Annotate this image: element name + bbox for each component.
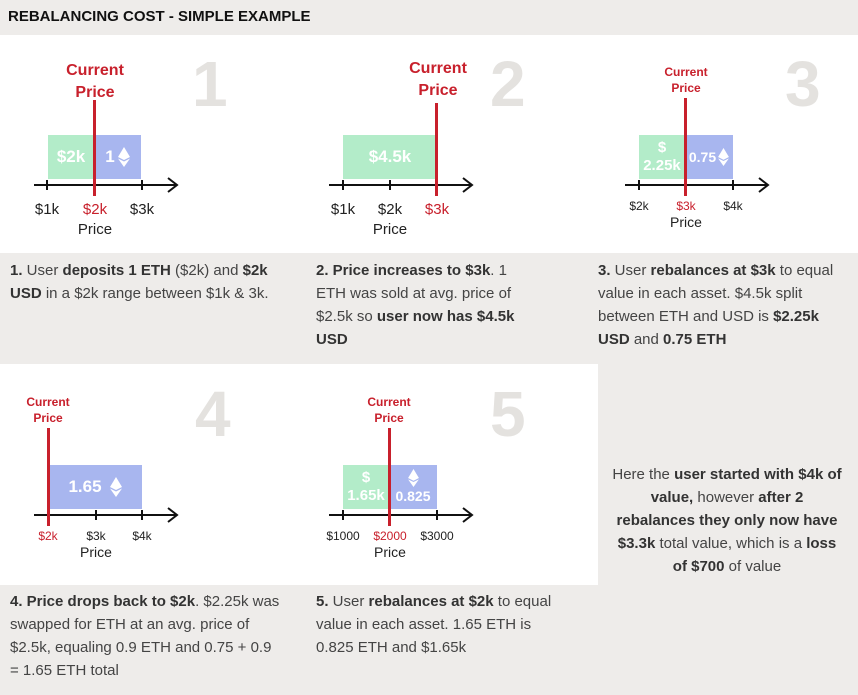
current-price-label-3: Current Price — [664, 65, 708, 96]
tick-label: $4k — [132, 529, 152, 543]
current-price-label-2: Current Price — [409, 60, 467, 99]
axis-5-arrow — [462, 507, 474, 523]
step-description-1: 1. User deposits 1 ETH ($2k) and $2k USD… — [10, 262, 269, 302]
step-number-1: 1 — [192, 48, 228, 120]
tick-label: $3k — [86, 529, 106, 543]
current-price-line-4 — [47, 428, 50, 526]
row1-description-band — [0, 253, 858, 364]
tick-label: $3000 — [420, 529, 454, 543]
header-band — [0, 0, 858, 35]
current-price-label-4: Current Price — [26, 395, 70, 426]
tick-label: $1k — [330, 201, 356, 218]
eth-icon — [718, 148, 730, 166]
eth-holding-box-1: 1 — [94, 135, 141, 179]
axis-1-arrow — [167, 177, 179, 193]
eth-icon — [109, 477, 122, 497]
step-description-4: 4. Price drops back to $2k. $2.25k was s… — [10, 593, 280, 679]
tick-label-current: $2k — [38, 529, 58, 543]
axis-4-arrow — [167, 507, 179, 523]
usd-holding-box-3: $ 2.25k — [639, 135, 685, 179]
page-title: REBALANCING COST - SIMPLE EXAMPLE — [8, 8, 311, 25]
current-price-line-2 — [435, 103, 438, 196]
summary-text: Here the user started with $4k of value,… — [612, 466, 842, 575]
tick-label: $2k — [629, 199, 649, 213]
axis-3-arrow — [758, 177, 770, 193]
axis-label-2: Price — [372, 221, 408, 238]
eth-icon — [117, 147, 130, 167]
tick-label: $3k — [129, 201, 155, 218]
axis-2-arrow — [462, 177, 474, 193]
eth-holding-box-3: 0.75 — [685, 135, 733, 179]
usd-holding-box-1: $2k — [48, 135, 94, 179]
step-description-2: 2. Price increases to $3k. 1 ETH was sol… — [316, 262, 515, 348]
tick-label: $2k — [377, 201, 403, 218]
step-number-3: 3 — [785, 48, 821, 120]
tick-label: $1000 — [326, 529, 360, 543]
usd-holding-box-2: $4.5k — [343, 135, 437, 179]
tick-label-current: $3k — [424, 201, 450, 218]
tick-label-current: $2k — [82, 201, 108, 218]
step-description-3: 3. User rebalances at $3k to equal value… — [598, 262, 834, 348]
usd-holding-box-5: $ 1.65k — [343, 465, 389, 509]
current-price-line-3 — [684, 98, 687, 196]
tick-label-current: $3k — [676, 199, 696, 213]
tick-label: $1k — [34, 201, 60, 218]
tick-label-current: $2000 — [373, 529, 407, 543]
current-price-line-1 — [93, 100, 96, 196]
axis-label-1: Price — [77, 221, 113, 238]
current-price-label-5: Current Price — [367, 395, 411, 426]
step-number-2: 2 — [490, 48, 526, 120]
step-number-5: 5 — [490, 378, 526, 450]
current-price-label-1: Current Price — [66, 62, 124, 101]
eth-holding-box-4: 1.65 — [48, 465, 142, 509]
step-description-5: 5. User rebalances at $2k to equal value… — [316, 593, 552, 656]
axis-label-5: Price — [374, 544, 406, 560]
axis-label-4: Price — [80, 544, 112, 560]
summary-band — [598, 364, 858, 695]
tick-label: $4k — [723, 199, 743, 213]
axis-label-3: Price — [670, 214, 702, 230]
step-number-4: 4 — [195, 378, 231, 450]
current-price-line-5 — [388, 428, 391, 526]
eth-holding-box-5: 0.825 — [389, 465, 437, 509]
eth-icon — [407, 469, 419, 487]
